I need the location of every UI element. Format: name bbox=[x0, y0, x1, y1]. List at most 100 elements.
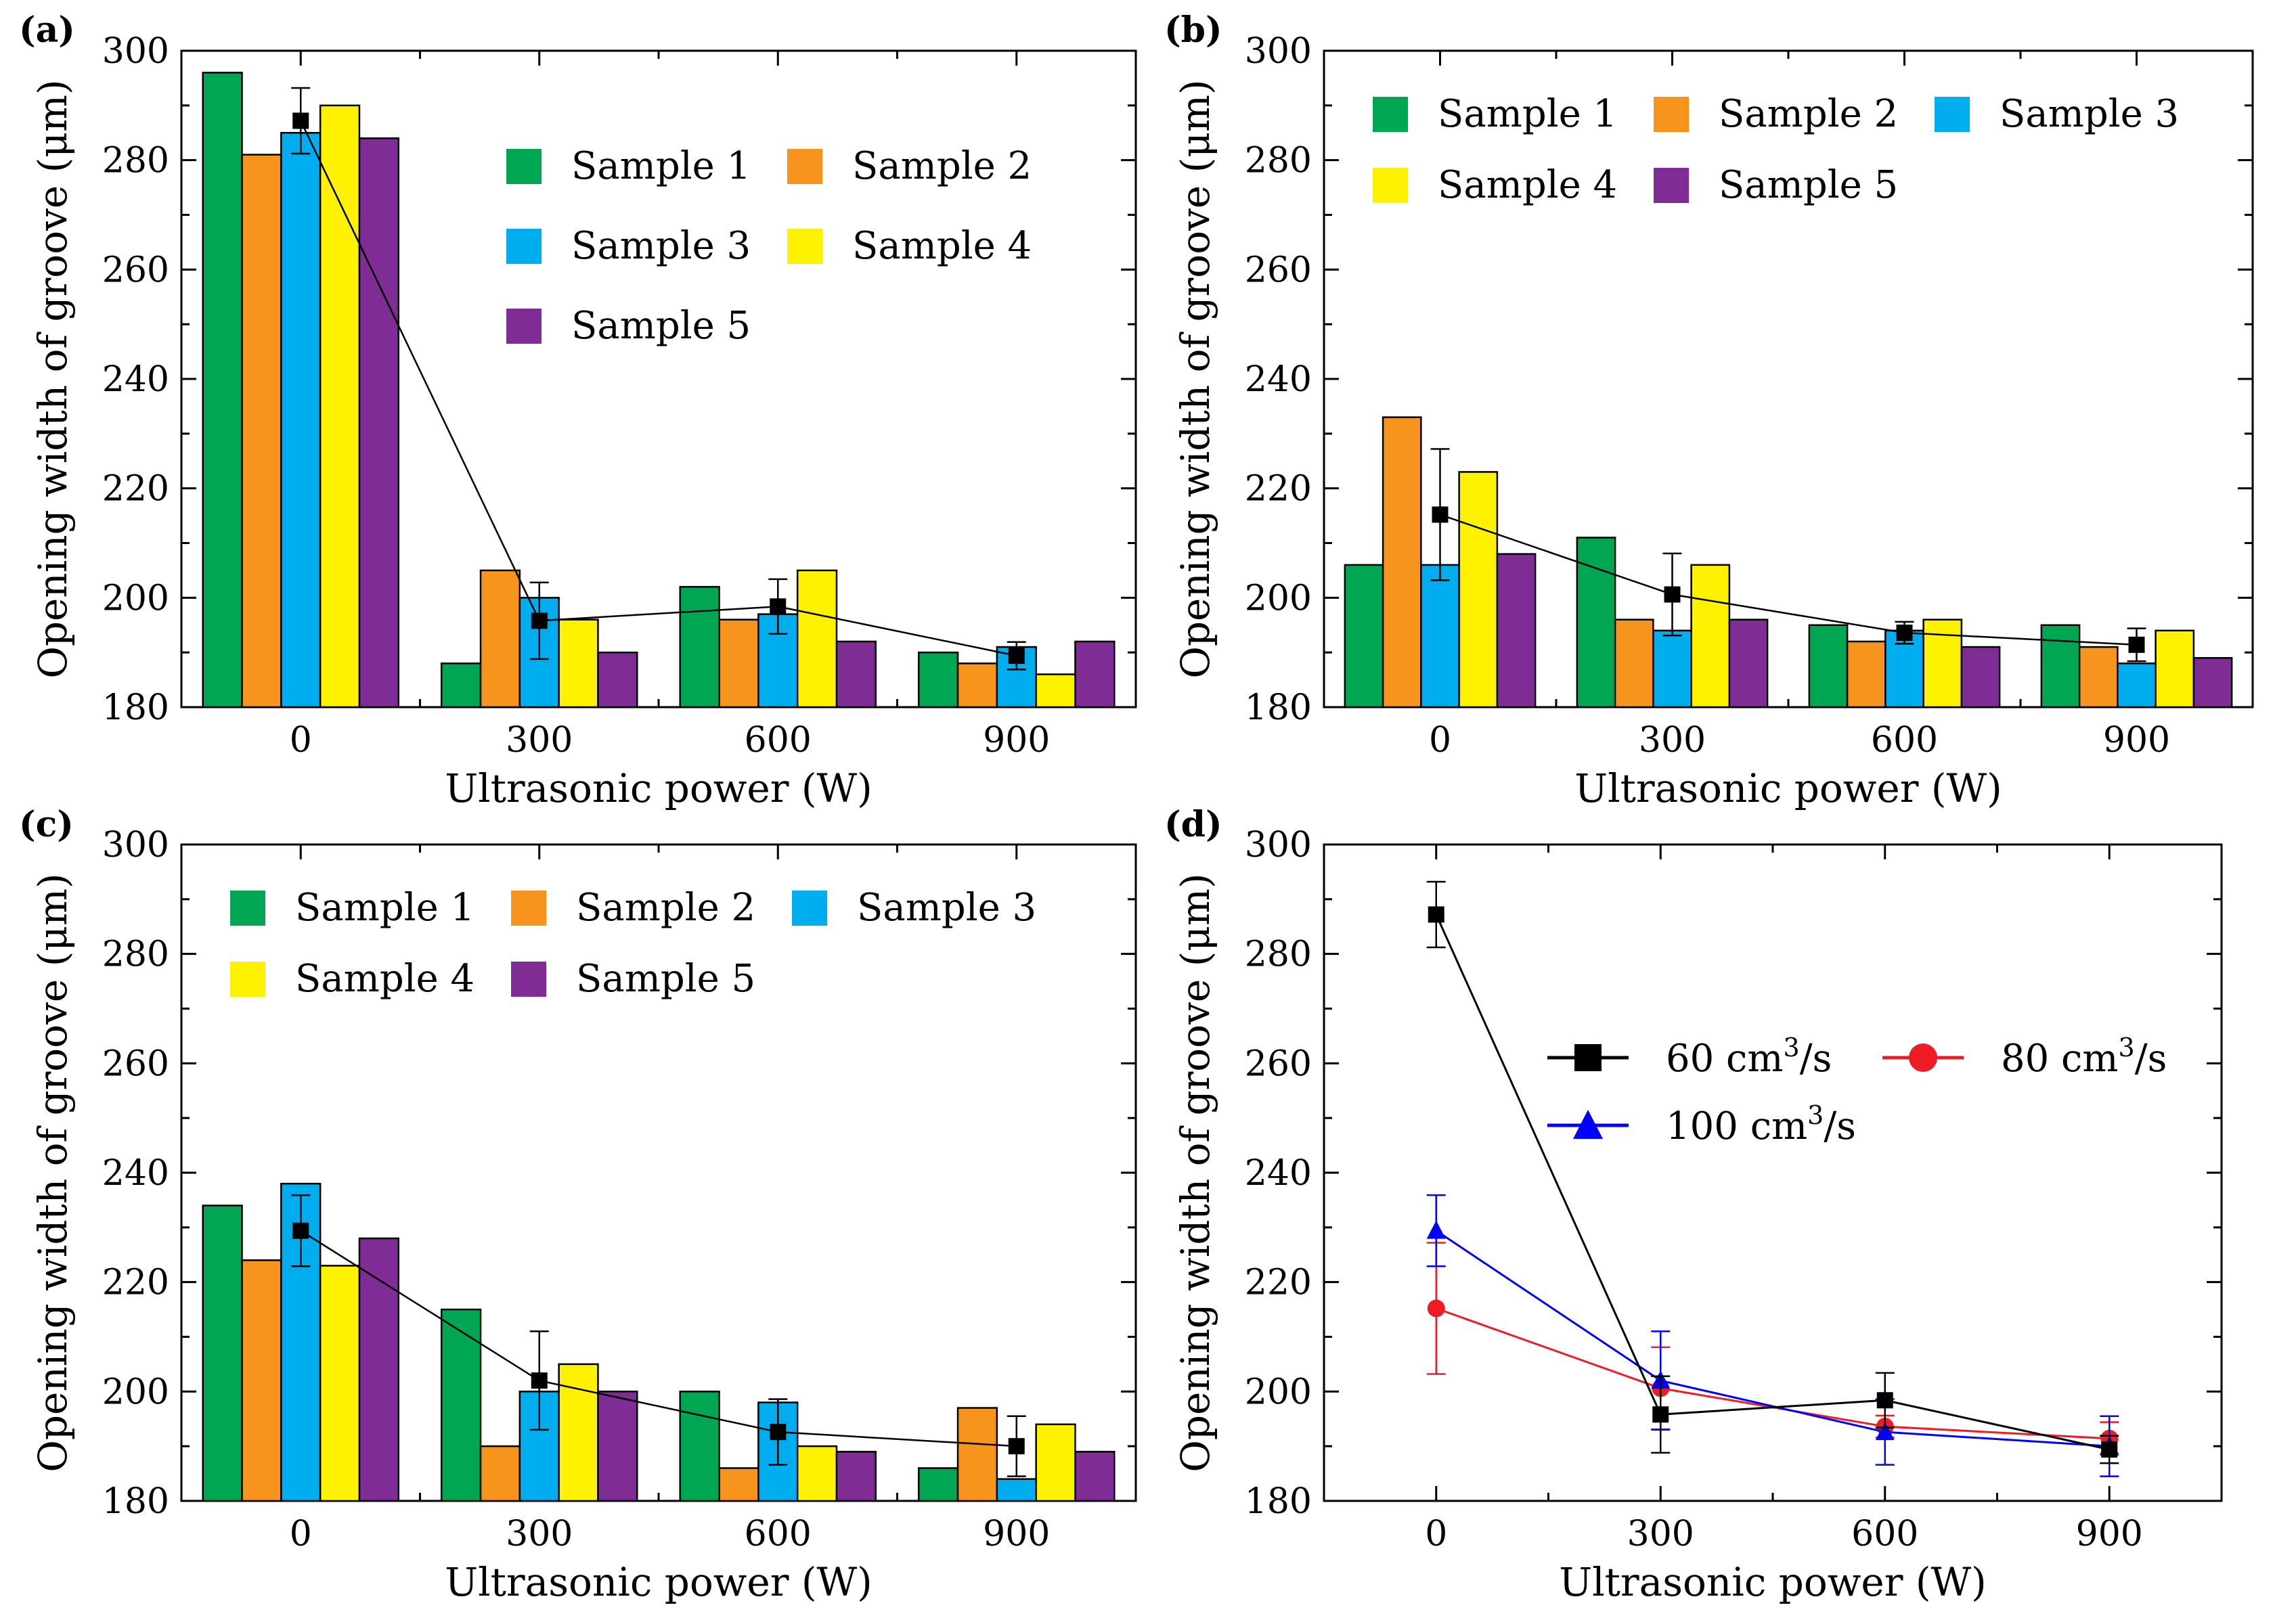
y-tick-label: 240 bbox=[1245, 359, 1312, 400]
bar-sample-5-900 bbox=[1074, 1451, 1116, 1502]
bar-sample-2-300 bbox=[479, 1445, 521, 1502]
x-axis-title: Ultrasonic power (W) bbox=[445, 1559, 873, 1605]
bar-sample-1-0 bbox=[202, 72, 243, 708]
y-tick-label: 280 bbox=[102, 141, 169, 181]
bar-sample-2-600 bbox=[718, 618, 759, 708]
legend-swatch-sample-2 bbox=[787, 149, 822, 184]
legend-label: 80 cm3/s bbox=[2001, 1033, 2167, 1081]
legend-label: Sample 5 bbox=[576, 957, 755, 1001]
mean-marker bbox=[1664, 586, 1681, 603]
y-tick-label: 240 bbox=[102, 1153, 169, 1194]
data-point-triangle-series bbox=[1426, 1220, 1446, 1239]
legend-label-sup: 3 bbox=[2119, 1033, 2135, 1062]
legend-marker-circle bbox=[1909, 1043, 1937, 1072]
legend-marker-triangle bbox=[1573, 1110, 1603, 1139]
y-tick-label: 300 bbox=[102, 825, 169, 865]
x-tick-label: 900 bbox=[983, 720, 1050, 761]
bar-sample-2-300 bbox=[1614, 618, 1654, 708]
legend-label: Sample 1 bbox=[1438, 92, 1617, 136]
x-tick-label: 900 bbox=[983, 1514, 1050, 1554]
panel-c: (c) 180 200 220 240 260 280 300 Ultrasonic power… bbox=[19, 804, 1137, 1605]
legend-swatch-sample-3 bbox=[1935, 97, 1970, 132]
y-tick-label: 220 bbox=[1245, 469, 1312, 510]
bar-sample-1-0 bbox=[202, 1205, 243, 1502]
bar-sample-2-900 bbox=[956, 1407, 998, 1502]
y-tick-label: 280 bbox=[1245, 935, 1312, 975]
x-tick-label: 0 bbox=[1425, 1514, 1447, 1554]
y-tick-label: 200 bbox=[1245, 1372, 1312, 1412]
legend-swatch-sample-5 bbox=[1654, 168, 1689, 203]
mean-marker bbox=[770, 1424, 787, 1441]
y-tick-label: 180 bbox=[1245, 1481, 1312, 1522]
bar-sample-5-300 bbox=[597, 651, 638, 708]
x-tick-label: 0 bbox=[290, 720, 312, 761]
mean-line bbox=[1440, 514, 2137, 646]
bar-sample-1-900 bbox=[917, 1467, 959, 1502]
bar-sample-5-900 bbox=[2192, 657, 2233, 708]
y-tick-label: 200 bbox=[102, 578, 169, 618]
mean-marker bbox=[531, 1372, 548, 1389]
data-point-triangle-series bbox=[1875, 1422, 1895, 1441]
mean-marker bbox=[1896, 625, 1913, 642]
x-tick-label: 600 bbox=[1851, 1514, 1918, 1554]
bar-sample-2-900 bbox=[956, 662, 998, 708]
bar-sample-2-0 bbox=[241, 154, 282, 708]
legend-label-tail: /s bbox=[2135, 1037, 2167, 1081]
legend-label: Sample 3 bbox=[2000, 92, 2179, 136]
legend-label: Sample 4 bbox=[295, 957, 474, 1001]
mean-marker bbox=[292, 1222, 309, 1239]
bar-sample-4-300 bbox=[558, 618, 599, 708]
legend-label-main: 80 cm bbox=[2001, 1037, 2119, 1081]
data-point-square-series bbox=[1876, 1392, 1893, 1409]
legend-label-sup: 3 bbox=[1784, 1033, 1800, 1062]
bar-sample-3-0 bbox=[280, 132, 322, 708]
x-tick-label: 300 bbox=[1627, 1514, 1694, 1554]
bar-sample-3-0 bbox=[1420, 564, 1460, 708]
bar-sample-4-0 bbox=[319, 1265, 361, 1502]
y-tick-label: 220 bbox=[1245, 1263, 1312, 1303]
bar-sample-1-600 bbox=[679, 1391, 720, 1502]
legend: Sample 1 Sample 2 Sample 3 Sample 4 Sample 5 bbox=[506, 144, 1032, 348]
legend-label: Sample 2 bbox=[576, 886, 755, 930]
x-tick-label: 600 bbox=[745, 1514, 812, 1554]
legend-swatch-sample-5 bbox=[506, 309, 542, 344]
x-tick-label: 600 bbox=[1871, 720, 1938, 761]
y-axis-title: Opening width of groove (μm) bbox=[30, 79, 76, 678]
bar-sample-4-600 bbox=[796, 569, 838, 708]
y-tick-label: 260 bbox=[1245, 250, 1312, 290]
legend-label: Sample 2 bbox=[1719, 92, 1898, 136]
legend-swatch-sample-1 bbox=[230, 891, 265, 926]
bar-sample-4-300 bbox=[1690, 564, 1731, 708]
bar-sample-4-0 bbox=[319, 104, 361, 708]
legend-label: Sample 4 bbox=[852, 224, 1032, 268]
panel-label: (b) bbox=[1164, 9, 1222, 51]
x-tick-label: 300 bbox=[506, 720, 573, 761]
y-tick-label: 200 bbox=[102, 1372, 169, 1412]
data-point-square-series bbox=[1428, 906, 1444, 923]
y-tick-label: 220 bbox=[102, 469, 169, 510]
legend-label-main: 60 cm bbox=[1666, 1037, 1784, 1081]
mean-marker bbox=[770, 598, 787, 615]
data-point-circle-series bbox=[1427, 1299, 1445, 1318]
bar-sample-2-900 bbox=[2078, 646, 2119, 708]
legend-label: 60 cm3/s bbox=[1666, 1033, 1832, 1081]
y-axis-title: Opening width of groove (μm) bbox=[1172, 873, 1218, 1472]
y-tick-label: 220 bbox=[102, 1263, 169, 1303]
y-tick-label: 180 bbox=[1245, 688, 1312, 728]
y-tick-label: 300 bbox=[1245, 825, 1312, 865]
x-tick-label: 0 bbox=[1429, 720, 1451, 761]
bar-sample-2-0 bbox=[1382, 416, 1422, 708]
bar-sample-4-0 bbox=[1458, 471, 1499, 708]
panel-label: (c) bbox=[19, 804, 74, 845]
bar-sample-1-300 bbox=[440, 662, 482, 708]
plot-frame bbox=[1323, 843, 2223, 1502]
x-tick-label: 0 bbox=[290, 1514, 312, 1554]
bar-sample-1-300 bbox=[440, 1308, 482, 1502]
y-tick-label: 240 bbox=[1245, 1153, 1312, 1194]
y-tick-label: 300 bbox=[102, 31, 169, 72]
legend-label: Sample 4 bbox=[1438, 163, 1617, 207]
bar-sample-4-600 bbox=[796, 1445, 838, 1502]
